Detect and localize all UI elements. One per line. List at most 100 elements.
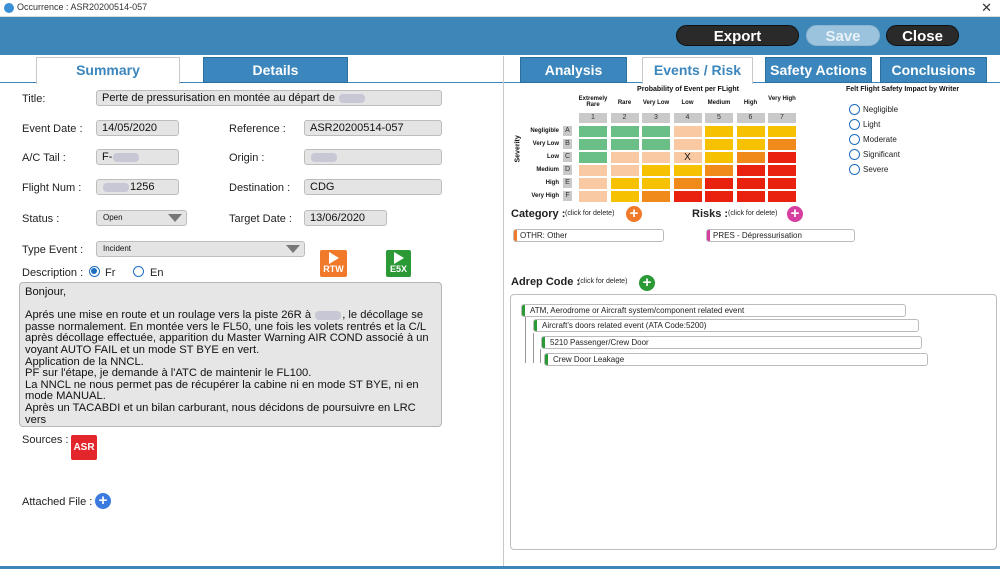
matrix-cell[interactable]: [735, 151, 766, 164]
tree-connector: [540, 349, 541, 363]
export-button[interactable]: Export: [676, 25, 799, 46]
matrix-cell[interactable]: [704, 138, 734, 151]
matrix-cell[interactable]: [641, 177, 671, 190]
matrix-cell[interactable]: [672, 125, 703, 138]
matrix-cell[interactable]: [735, 164, 766, 177]
matrix-cell[interactable]: [578, 177, 608, 190]
lang-fr-radio[interactable]: [89, 266, 100, 277]
window-close-icon[interactable]: ✕: [981, 0, 992, 15]
matrix-cell[interactable]: [767, 190, 797, 203]
matrix-cell[interactable]: [641, 164, 671, 177]
matrix-cell[interactable]: [641, 190, 671, 203]
impact-option-label: Light: [863, 120, 881, 129]
destination-label: Destination :: [229, 182, 291, 194]
matrix-cell[interactable]: [672, 177, 703, 190]
matrix-column-number: 3: [642, 113, 670, 123]
matrix-cell[interactable]: [767, 125, 797, 138]
matrix-cell[interactable]: [609, 138, 640, 151]
matrix-cell[interactable]: [704, 125, 734, 138]
matrix-cell[interactable]: [672, 138, 703, 151]
status-select[interactable]: Open: [96, 210, 187, 226]
tab-analysis[interactable]: Analysis: [520, 57, 627, 83]
matrix-column-header: Very High: [768, 96, 796, 102]
matrix-cell[interactable]: [767, 164, 797, 177]
matrix-cell[interactable]: [704, 164, 734, 177]
matrix-cell[interactable]: [704, 177, 734, 190]
matrix-row-label: Medium: [536, 167, 559, 173]
add-adrep-icon[interactable]: +: [639, 275, 655, 291]
asr-source-button[interactable]: ASR: [71, 435, 97, 460]
matrix-cell[interactable]: [767, 151, 797, 164]
matrix-cell[interactable]: [704, 151, 734, 164]
ac-tail-field[interactable]: F-: [96, 149, 179, 165]
title-field[interactable]: Perte de pressurisation en montée au dép…: [96, 90, 442, 106]
matrix-cell[interactable]: [672, 164, 703, 177]
type-event-select[interactable]: Incident: [96, 241, 305, 257]
matrix-cell[interactable]: [735, 138, 766, 151]
tab-safety-actions[interactable]: Safety Actions: [765, 57, 872, 83]
matrix-cell[interactable]: [609, 151, 640, 164]
matrix-cell[interactable]: [578, 151, 608, 164]
impact-radio[interactable]: [849, 119, 860, 130]
adrep-item-level-3[interactable]: 5210 Passenger/Crew Door: [541, 336, 922, 349]
event-date-field[interactable]: 14/05/2020: [96, 120, 179, 136]
add-file-icon[interactable]: +: [95, 493, 111, 509]
matrix-cell[interactable]: [609, 164, 640, 177]
flight-num-field[interactable]: 1256: [96, 179, 179, 195]
impact-option-label: Significant: [863, 150, 900, 159]
destination-field[interactable]: CDG: [304, 179, 442, 195]
save-button[interactable]: Save: [806, 25, 880, 46]
adrep-item-level-1[interactable]: ATM, Aerodrome or Aircraft system/compon…: [521, 304, 906, 317]
matrix-cell[interactable]: [578, 138, 608, 151]
impact-option-label: Severe: [863, 165, 889, 174]
origin-field[interactable]: [304, 149, 442, 165]
e5x-button[interactable]: E5X: [386, 250, 411, 277]
matrix-column-header: Medium: [707, 100, 731, 106]
impact-radio[interactable]: [849, 134, 860, 145]
impact-radio[interactable]: [849, 149, 860, 160]
target-date-field[interactable]: 13/06/2020: [304, 210, 387, 226]
matrix-row-letter: D: [563, 165, 572, 175]
tab-details[interactable]: Details: [203, 57, 348, 83]
matrix-cell[interactable]: [609, 190, 640, 203]
impact-radio[interactable]: [849, 164, 860, 175]
matrix-cell[interactable]: [641, 138, 671, 151]
matrix-cell[interactable]: X: [672, 151, 703, 164]
lang-en-radio[interactable]: [133, 266, 144, 277]
add-category-icon[interactable]: +: [626, 206, 642, 222]
matrix-cell[interactable]: [735, 177, 766, 190]
close-button[interactable]: Close: [886, 25, 959, 46]
matrix-cell[interactable]: [767, 138, 797, 151]
matrix-cell[interactable]: [578, 125, 608, 138]
tab-summary[interactable]: Summary: [36, 57, 180, 84]
description-line: Après un TACABDI et un bilan carburant, …: [25, 401, 416, 426]
matrix-column-number: 6: [736, 113, 765, 123]
window-titlebar: Occurrence : ASR20200514-057 ✕: [0, 0, 1000, 17]
matrix-cell[interactable]: [735, 190, 766, 203]
rtw-button[interactable]: RTW: [320, 250, 347, 277]
description-textarea[interactable]: Bonjour, Aprés une mise en route et un r…: [19, 282, 442, 427]
matrix-row-letter: B: [563, 139, 572, 149]
matrix-cell[interactable]: [672, 190, 703, 203]
adrep-item-level-2[interactable]: Aircraft's doors related event (ATA Code…: [533, 319, 919, 332]
risk-tag[interactable]: PRES - Dépressurisation: [706, 229, 855, 242]
adrep-item-level-4[interactable]: Crew Door Leakage: [544, 353, 928, 366]
description-line: Aprés une mise en route et un roulage ve…: [25, 309, 429, 356]
category-tag[interactable]: OTHR: Other: [513, 229, 664, 242]
matrix-cell[interactable]: [735, 125, 766, 138]
matrix-cell[interactable]: [704, 190, 734, 203]
add-risk-icon[interactable]: +: [787, 206, 803, 222]
status-label: Status :: [22, 213, 60, 225]
matrix-cell[interactable]: [641, 125, 671, 138]
impact-radio[interactable]: [849, 104, 860, 115]
matrix-cell[interactable]: [641, 151, 671, 164]
matrix-cell[interactable]: [609, 177, 640, 190]
tab-events-risk[interactable]: Events / Risk: [642, 57, 753, 84]
matrix-cell[interactable]: [578, 190, 608, 203]
matrix-column-number: 2: [610, 113, 639, 123]
reference-field[interactable]: ASR20200514-057: [304, 120, 442, 136]
matrix-cell[interactable]: [609, 125, 640, 138]
matrix-cell[interactable]: [578, 164, 608, 177]
matrix-cell[interactable]: [767, 177, 797, 190]
tab-conclusions[interactable]: Conclusions: [880, 57, 987, 83]
